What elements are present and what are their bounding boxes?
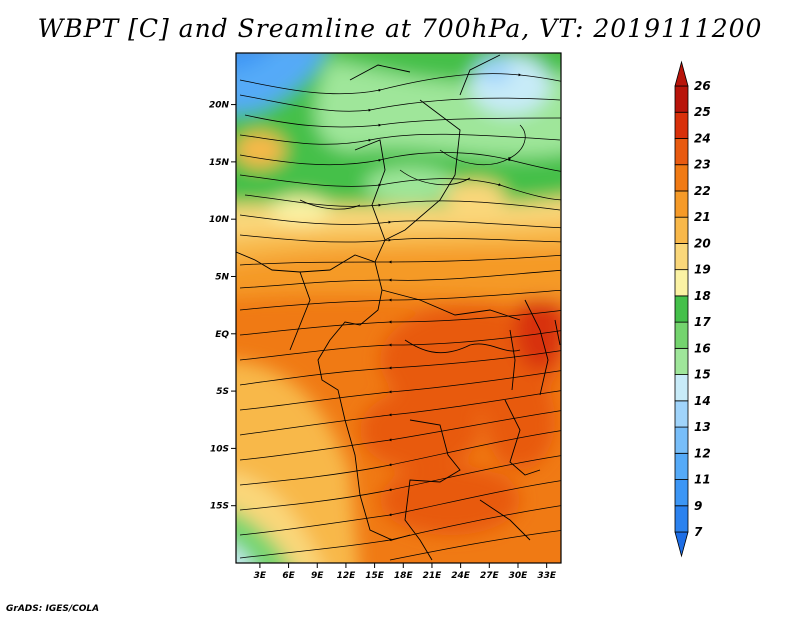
colorbar-label: 17 (694, 315, 711, 329)
colorbar-bin (674, 243, 689, 271)
lon-tick-label: 6E (282, 571, 295, 581)
colorbar-bin (674, 60, 689, 87)
colorbar-bin (674, 347, 689, 375)
colorbar-bin (674, 374, 689, 402)
lon-tick-label: 30E (509, 571, 529, 581)
streamlines (239, 73, 561, 561)
colorbar-label: 25 (694, 105, 711, 119)
colorbar-label: 9 (694, 499, 702, 513)
grads-credit: GrADS: IGES/COLA (6, 604, 100, 614)
lon-tick-label: 3E (254, 571, 267, 581)
plot-frame (235, 52, 562, 564)
lon-tick-label: 33E (537, 571, 557, 581)
colorbar-bin (674, 479, 689, 507)
lat-tick-label: 10N (209, 215, 230, 225)
lon-tick-label: 21E (423, 571, 443, 581)
lat-tick-label: 5N (215, 272, 229, 282)
colorbar-bin (674, 295, 689, 323)
lat-tick-label: EQ (215, 330, 229, 340)
colorbar-label: 26 (694, 79, 711, 93)
colorbar-label: 12 (694, 446, 711, 460)
colorbar-bin (674, 138, 689, 166)
lon-tick-label: 24E (451, 571, 471, 581)
colorbar-label: 13 (694, 420, 711, 434)
colorbar-bin (674, 85, 689, 113)
colorbar-label: 22 (694, 184, 711, 198)
colorbar-label: 23 (694, 158, 711, 172)
country-borders (236, 54, 561, 561)
colorbar-bin (674, 111, 689, 139)
colorbar-label: 21 (694, 210, 711, 224)
colorbar-label: 15 (694, 368, 711, 382)
latitude-axis: 20N 15N 10N 5N EQ 5S 10S 15S (209, 101, 236, 512)
colorbar-label: 24 (694, 131, 711, 145)
colorbar-label: 7 (694, 525, 703, 539)
lat-tick-label: 10S (210, 444, 229, 454)
colorbar: 7 9 11 12 13 14 15 16 17 18 19 20 21 22 23 24 25 26 (674, 60, 711, 558)
lat-tick-label: 20N (209, 101, 230, 111)
map-title: WBPT [C] and Sreamline at 700hPa, VT: 20… (37, 14, 763, 43)
lat-tick-label: 15N (209, 158, 230, 168)
lon-tick-label: 18E (394, 571, 414, 581)
longitude-axis: 3E 6E 9E 12E 15E 18E 21E 24E 27E 30E 33E (254, 563, 557, 581)
colorbar-bin (674, 505, 689, 533)
lon-tick-label: 9E (311, 571, 324, 581)
lon-tick-label: 15E (365, 571, 385, 581)
colorbar-bin (674, 269, 689, 297)
colorbar-bin (674, 164, 689, 192)
colorbar-label: 14 (694, 394, 711, 408)
colorbar-bin (674, 190, 689, 218)
colorbar-label: 11 (694, 473, 711, 487)
colorbar-bin (674, 216, 689, 244)
lat-tick-label: 15S (210, 502, 229, 512)
lon-tick-label: 27E (480, 571, 500, 581)
colorbar-bin (674, 531, 689, 558)
colorbar-bin (674, 400, 689, 428)
colorbar-label: 19 (694, 263, 711, 277)
colorbar-bin (674, 321, 689, 349)
colorbar-label: 16 (694, 341, 711, 355)
colorbar-label: 20 (694, 236, 711, 250)
lon-tick-label: 12E (337, 571, 357, 581)
colorbar-label: 18 (694, 289, 711, 303)
colorbar-bin (674, 452, 689, 480)
lat-tick-label: 5S (216, 387, 229, 397)
colorbar-bin (674, 426, 689, 454)
